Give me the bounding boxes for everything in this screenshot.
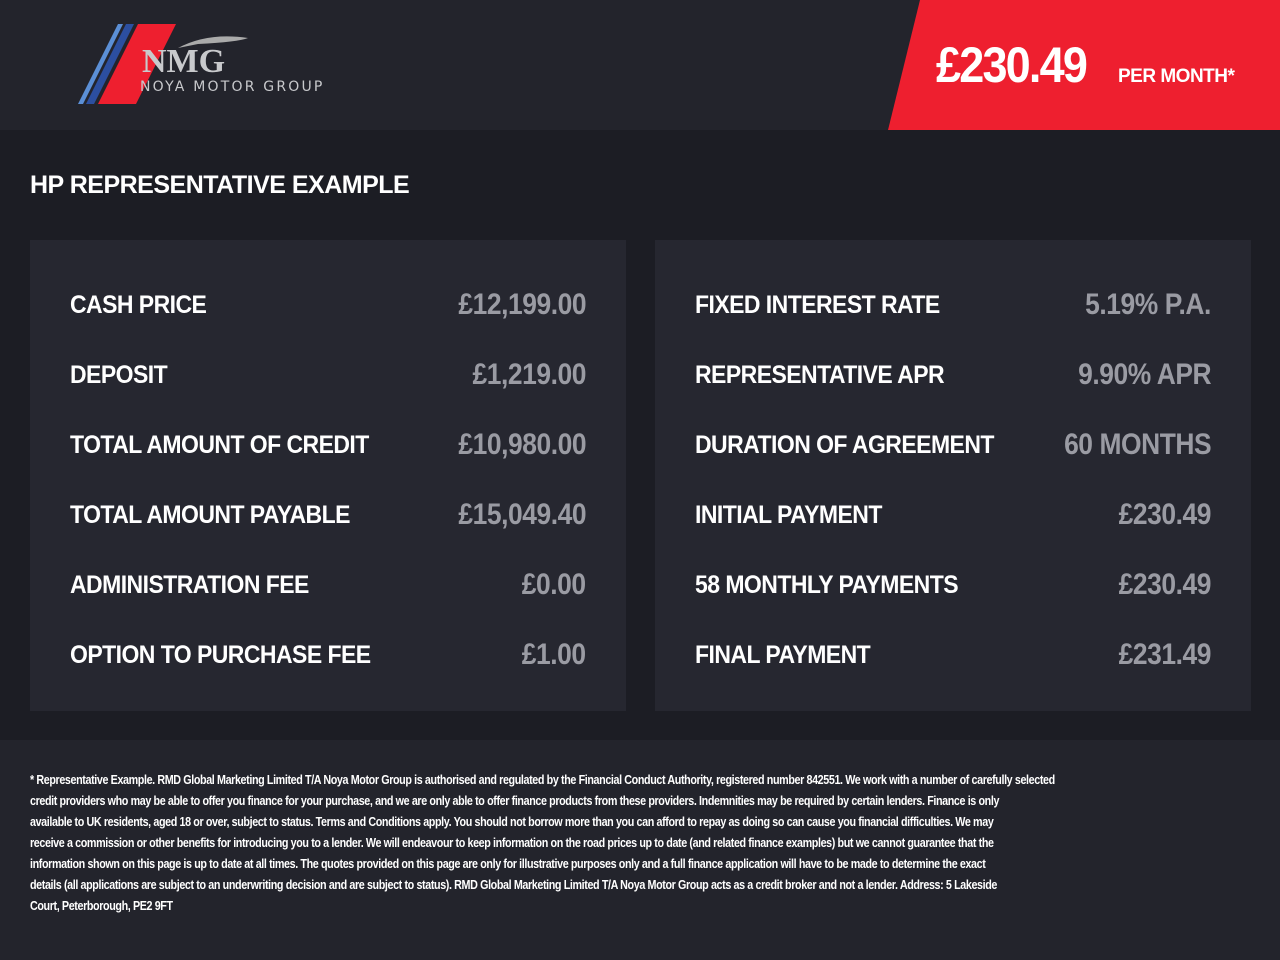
row-value: £10,980.00 — [458, 428, 586, 461]
row-value: 9.90% APR — [1078, 358, 1211, 391]
finance-row: ADMINISTRATION FEE £0.00 — [70, 550, 586, 620]
disclaimer-line: Court, Peterborough, PE2 9FT — [30, 899, 173, 913]
disclaimer-line: available to UK residents, aged 18 or ov… — [30, 815, 994, 829]
finance-row: INITIAL PAYMENT £230.49 — [695, 480, 1211, 550]
row-label: FIXED INTEREST RATE — [695, 290, 940, 319]
row-label: TOTAL AMOUNT PAYABLE — [70, 500, 350, 529]
row-label: INITIAL PAYMENT — [695, 500, 882, 529]
row-value: £230.49 — [1118, 498, 1212, 531]
finance-row: OPTION TO PURCHASE FEE £1.00 — [70, 620, 586, 690]
row-value: £1.00 — [522, 638, 586, 671]
disclaimer: * Representative Example. RMD Global Mar… — [0, 740, 1280, 960]
disclaimer-line: details (all applications are subject to… — [30, 878, 998, 892]
row-value: £230.49 — [1118, 568, 1212, 601]
logo-mark: NMG — [142, 43, 225, 80]
row-value: £15,049.40 — [458, 498, 586, 531]
finance-row: CASH PRICE £12,199.00 — [70, 270, 586, 340]
monthly-price: £230.49 — [936, 37, 1088, 93]
row-label: ADMINISTRATION FEE — [70, 570, 309, 599]
finance-row: DEPOSIT £1,219.00 — [70, 340, 586, 410]
disclaimer-line: receive a commission or other benefits f… — [30, 836, 994, 850]
left-finance-panel: CASH PRICE £12,199.00 DEPOSIT £1,219.00 TO… — [30, 240, 626, 711]
nmg-logo: NMG NOYA MOTOR GROUP — [78, 24, 325, 104]
row-value: 60 MONTHS — [1063, 428, 1212, 461]
finance-row: FIXED INTEREST RATE 5.19% P.A. — [695, 270, 1211, 340]
finance-row: REPRESENTATIVE APR 9.90% APR — [695, 340, 1211, 410]
logo-name: NOYA MOTOR GROUP — [140, 79, 325, 95]
disclaimer-line: * Representative Example. RMD Global Mar… — [30, 773, 1055, 787]
row-value: £1,219.00 — [472, 358, 587, 391]
row-label: OPTION TO PURCHASE FEE — [70, 640, 371, 669]
right-finance-panel: FIXED INTEREST RATE 5.19% P.A. REPRESENTA… — [655, 240, 1251, 711]
row-value: £0.00 — [522, 568, 586, 601]
row-label: FINAL PAYMENT — [695, 640, 871, 669]
header: NMG NOYA MOTOR GROUP £230.49 PER MONTH* — [0, 0, 1280, 130]
finance-row: FINAL PAYMENT £231.49 — [695, 620, 1211, 690]
row-label: TOTAL AMOUNT OF CREDIT — [70, 430, 369, 459]
page-title: HP REPRESENTATIVE EXAMPLE — [30, 171, 410, 199]
row-label: 58 MONTHLY PAYMENTS — [695, 570, 959, 599]
row-value: 5.19% P.A. — [1085, 288, 1211, 321]
finance-row: TOTAL AMOUNT OF CREDIT £10,980.00 — [70, 410, 586, 480]
row-label: REPRESENTATIVE APR — [695, 360, 945, 389]
finance-row: DURATION OF AGREEMENT 60 MONTHS — [695, 410, 1211, 480]
row-value: £12,199.00 — [458, 288, 586, 321]
row-label: DURATION OF AGREEMENT — [695, 430, 994, 459]
row-label: DEPOSIT — [70, 360, 168, 389]
disclaimer-line: information shown on this page is up to … — [30, 857, 986, 871]
row-value: £231.49 — [1118, 638, 1212, 671]
finance-row: TOTAL AMOUNT PAYABLE £15,049.40 — [70, 480, 586, 550]
row-label: CASH PRICE — [70, 290, 207, 319]
disclaimer-line: credit providers who may be able to offe… — [30, 794, 1000, 808]
per-month-label: PER MONTH* — [1118, 66, 1235, 87]
finance-row: 58 MONTHLY PAYMENTS £230.49 — [695, 550, 1211, 620]
monthly-price-banner: £230.49 PER MONTH* — [888, 0, 1280, 130]
